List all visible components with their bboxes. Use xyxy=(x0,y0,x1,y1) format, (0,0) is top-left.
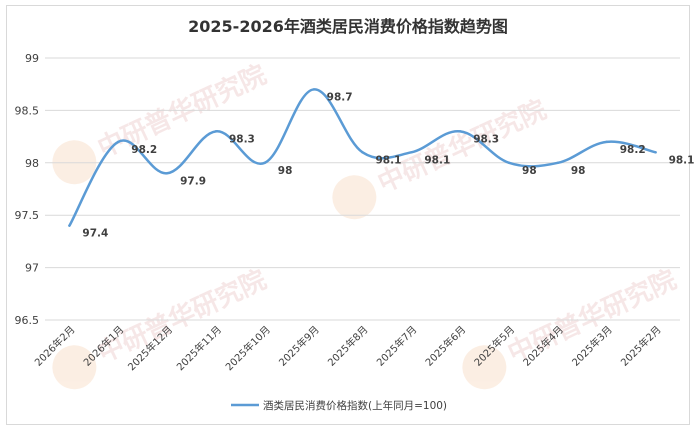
data-point xyxy=(165,172,169,175)
data-label: 98 xyxy=(571,165,586,177)
data-label: 98 xyxy=(278,165,293,177)
data-point xyxy=(117,140,120,144)
y-axis: 96.5 97 97.5 98 98.5 99 xyxy=(15,52,40,327)
y-tick-label: 99 xyxy=(25,52,39,65)
data-label: 98.3 xyxy=(473,133,499,145)
data-label: 98.1 xyxy=(424,154,450,166)
legend-label: 酒类居民消费价格指数(上年同月=100) xyxy=(263,399,447,412)
y-tick-label: 96.5 xyxy=(15,314,40,327)
data-label: 98 xyxy=(522,165,537,177)
watermark: 中研普华研究院 xyxy=(52,264,271,390)
chart-title: 2025-2026年酒类居民消费价格指数趋势图 xyxy=(188,17,508,36)
y-tick-label: 97.5 xyxy=(15,209,40,222)
data-label: 97.9 xyxy=(180,175,206,187)
data-labels: 97.4 98.2 97.9 98.3 98 98.7 98.1 98.1 98.3 98 98 98… xyxy=(82,91,694,239)
y-tick-label: 97 xyxy=(25,262,39,275)
watermark-logo-icon xyxy=(52,345,97,390)
data-point xyxy=(507,161,511,164)
watermark-text: 中研普华研究院 xyxy=(93,59,271,164)
data-label: 98.1 xyxy=(669,154,695,166)
watermark-text: 中研普华研究院 xyxy=(373,94,551,199)
data-point xyxy=(263,161,267,164)
data-point xyxy=(458,130,462,133)
x-tick-label: 2025年6月 xyxy=(422,323,468,369)
watermark-logo-icon xyxy=(332,175,377,220)
data-point xyxy=(556,161,560,164)
data-label: 98.3 xyxy=(229,133,255,145)
y-tick-label: 98 xyxy=(25,157,39,170)
watermark-logo-icon xyxy=(462,345,507,390)
series-group xyxy=(68,88,657,227)
data-label: 98.7 xyxy=(327,91,353,103)
x-tick-label: 2025年2月 xyxy=(618,323,664,369)
x-tick-label: 2025年8月 xyxy=(325,323,371,369)
data-point xyxy=(361,151,364,154)
y-tick-label: 98.5 xyxy=(15,104,40,117)
data-point xyxy=(654,151,657,154)
data-label: 97.4 xyxy=(82,228,108,240)
x-tick-label: 2025年9月 xyxy=(276,323,322,369)
data-point xyxy=(410,151,413,154)
data-point xyxy=(605,140,608,144)
watermark: 中研普华研究院 xyxy=(462,264,681,390)
x-tick-label: 2025年10月 xyxy=(223,323,273,373)
legend: 酒类居民消费价格指数(上年同月=100) xyxy=(231,399,447,412)
data-label: 98.2 xyxy=(620,144,646,156)
data-label: 98.1 xyxy=(376,154,402,166)
x-tick-label: 2025年7月 xyxy=(374,323,420,369)
data-label: 98.2 xyxy=(131,144,157,156)
series-line xyxy=(68,88,657,227)
data-point xyxy=(312,88,315,91)
gridlines xyxy=(45,57,680,321)
watermark-logo-icon xyxy=(52,140,97,185)
data-point xyxy=(214,130,218,133)
data-point xyxy=(68,224,71,227)
